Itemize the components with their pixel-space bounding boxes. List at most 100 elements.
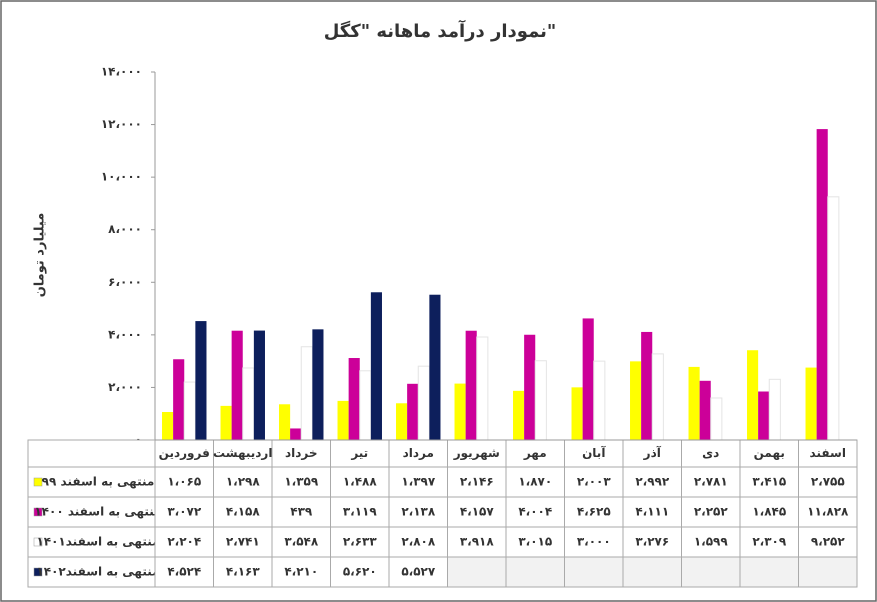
bar <box>699 380 711 440</box>
data-table-value: ۵،۶۲۰ <box>343 565 377 579</box>
bar <box>312 329 324 440</box>
data-table-value: ۴،۱۶۳ <box>226 565 261 579</box>
table-cell <box>622 556 682 588</box>
bar <box>641 331 653 440</box>
table-cell <box>505 526 565 558</box>
legend-key <box>33 507 43 517</box>
data-table-value: ۱،۲۹۸ <box>226 475 261 489</box>
bar <box>524 334 536 440</box>
data-table-value: ۴۳۹ <box>290 505 313 519</box>
bar <box>768 378 781 441</box>
table-cell <box>27 439 156 468</box>
data-table-value: ۲،۰۰۳ <box>577 475 612 489</box>
bar <box>417 365 430 441</box>
data-table-value: ۳،۰۰۰ <box>577 535 611 549</box>
bar <box>827 196 840 441</box>
y-tick-label: ۱۴،۰۰۰ <box>101 65 142 79</box>
data-table-value: ۵،۵۲۷ <box>401 565 436 579</box>
data-table-value: ۴،۱۵۷ <box>460 505 495 519</box>
data-table-value: ۳،۰۱۵ <box>518 535 552 549</box>
legend-key <box>33 537 43 547</box>
data-table-value: ۱،۳۹۷ <box>401 475 436 489</box>
bar <box>758 391 770 440</box>
bar <box>290 428 302 440</box>
bar <box>370 292 382 440</box>
table-cell <box>271 526 331 558</box>
table-cell <box>154 526 214 558</box>
table-cell <box>447 496 507 528</box>
x-tick-label: دی <box>702 446 719 460</box>
x-tick-label: اسفند <box>810 446 846 460</box>
bar <box>183 381 196 441</box>
bar <box>571 387 583 440</box>
bar <box>710 397 723 441</box>
x-tick-label: تیر <box>350 446 368 460</box>
data-table-value: ۱،۸۴۵ <box>752 505 786 519</box>
data-table-value: ۲،۷۵۵ <box>811 475 845 489</box>
data-table-value: ۲،۱۴۶ <box>460 475 494 489</box>
y-tick-label: ۱۲،۰۰۰ <box>101 117 142 131</box>
table-cell <box>505 439 565 468</box>
data-table-value: ۱،۰۶۵ <box>167 475 201 489</box>
table-cell <box>388 556 448 588</box>
y-tick-label: ۴،۰۰۰ <box>108 327 142 341</box>
bar <box>454 383 466 440</box>
table-cell <box>27 556 156 588</box>
bar <box>359 370 372 441</box>
table-cell <box>798 439 858 468</box>
bar <box>396 403 408 440</box>
table-cell <box>564 496 624 528</box>
data-table-value: ۲،۲۵۲ <box>694 505 729 519</box>
table-cell <box>739 556 799 588</box>
bar <box>630 361 642 440</box>
table-cell <box>330 556 390 588</box>
bar <box>582 318 594 440</box>
data-table-value: ۳،۱۱۹ <box>343 505 378 519</box>
bar <box>348 358 360 440</box>
bar <box>162 412 174 440</box>
table-cell <box>271 556 331 588</box>
table-cell <box>739 526 799 558</box>
y-tick-label: ۸،۰۰۰ <box>108 222 142 236</box>
table-cell <box>505 466 565 498</box>
x-tick-label: آذر <box>643 445 662 460</box>
table-cell <box>564 466 624 498</box>
table-cell <box>388 526 448 558</box>
legend-label: منتهی به اسفند ۱۴۰۰ <box>34 505 161 519</box>
legend-label: منتهی به اسفند ۹۹ <box>42 475 155 489</box>
legend-label: منتهی به اسفند۱۴۰۲ <box>36 565 159 579</box>
bar <box>300 346 313 441</box>
table-cell <box>681 466 741 498</box>
data-table-value: ۱،۳۵۹ <box>284 475 319 489</box>
table-cell <box>622 466 682 498</box>
bar <box>476 336 489 441</box>
legend-key <box>33 477 43 487</box>
data-table-value: ۴،۱۵۸ <box>226 505 261 519</box>
data-table-value: ۳،۵۴۸ <box>284 535 319 549</box>
bar <box>279 404 291 440</box>
table-cell <box>505 556 565 588</box>
bar <box>465 330 477 440</box>
data-table-value: ۲،۲۰۴ <box>167 535 201 549</box>
table-cell <box>154 466 214 498</box>
table-cell <box>388 466 448 498</box>
bar <box>651 353 664 441</box>
table-cell <box>27 466 156 498</box>
bar <box>816 129 828 440</box>
data-table-value: ۴،۱۱۱ <box>635 505 669 519</box>
table-cell <box>388 496 448 528</box>
table-cell <box>154 556 214 588</box>
table-cell <box>739 439 799 468</box>
table-cell <box>213 556 273 588</box>
bar <box>337 400 349 440</box>
table-cell <box>271 466 331 498</box>
data-table-value: ۳،۴۱۵ <box>752 475 786 489</box>
table-cell <box>681 556 741 588</box>
table-cell <box>213 466 273 498</box>
bar <box>242 367 255 441</box>
table-cell <box>447 466 507 498</box>
data-table-value: ۴،۶۲۵ <box>577 505 611 519</box>
y-tick-label: ۶،۰۰۰ <box>108 275 142 289</box>
bar <box>747 350 759 440</box>
